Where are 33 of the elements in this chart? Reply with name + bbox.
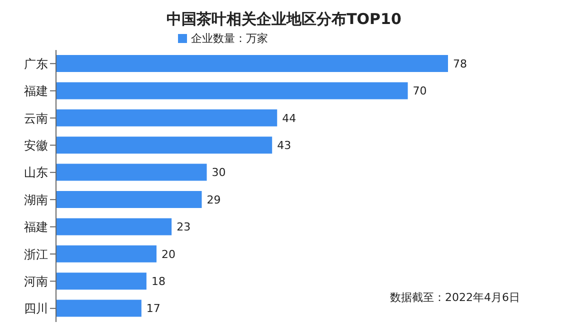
data-label: 30 <box>212 166 226 180</box>
data-label: 43 <box>277 139 292 152</box>
y-tick-label: 福建 <box>24 84 48 98</box>
y-tick-label: 山东 <box>24 166 48 180</box>
data-label: 18 <box>151 275 166 288</box>
legend-label: 企业数量：万家 <box>191 32 268 45</box>
y-tick-label: 云南 <box>24 111 48 126</box>
y-tick-label: 河南 <box>24 274 48 288</box>
data-label: 17 <box>146 302 160 316</box>
y-tick-label: 福建 <box>24 220 48 234</box>
data-label: 20 <box>162 248 176 261</box>
bar <box>56 136 272 154</box>
bar <box>56 109 278 126</box>
bar <box>56 218 172 236</box>
bar <box>56 300 142 317</box>
bar <box>56 272 146 290</box>
bar <box>56 82 408 100</box>
data-label: 78 <box>453 57 467 70</box>
data-label: 70 <box>412 84 427 98</box>
y-tick-label: 广东 <box>24 56 48 71</box>
y-tick-label: 浙江 <box>24 247 48 262</box>
annotation: 数据截至：2022年4月6日 <box>390 290 520 305</box>
data-label: 29 <box>206 193 221 206</box>
data-label: 23 <box>176 220 191 234</box>
y-tick-label: 四川 <box>24 302 48 316</box>
chart-title: 中国茶叶相关企业地区分布TOP10 <box>166 9 402 29</box>
bar <box>56 191 202 208</box>
bar <box>56 245 157 262</box>
bar <box>56 55 448 72</box>
bar <box>56 164 207 181</box>
y-tick-label: 湖南 <box>24 192 48 207</box>
data-label: 44 <box>282 112 296 125</box>
y-tick-label: 安徽 <box>24 138 48 152</box>
